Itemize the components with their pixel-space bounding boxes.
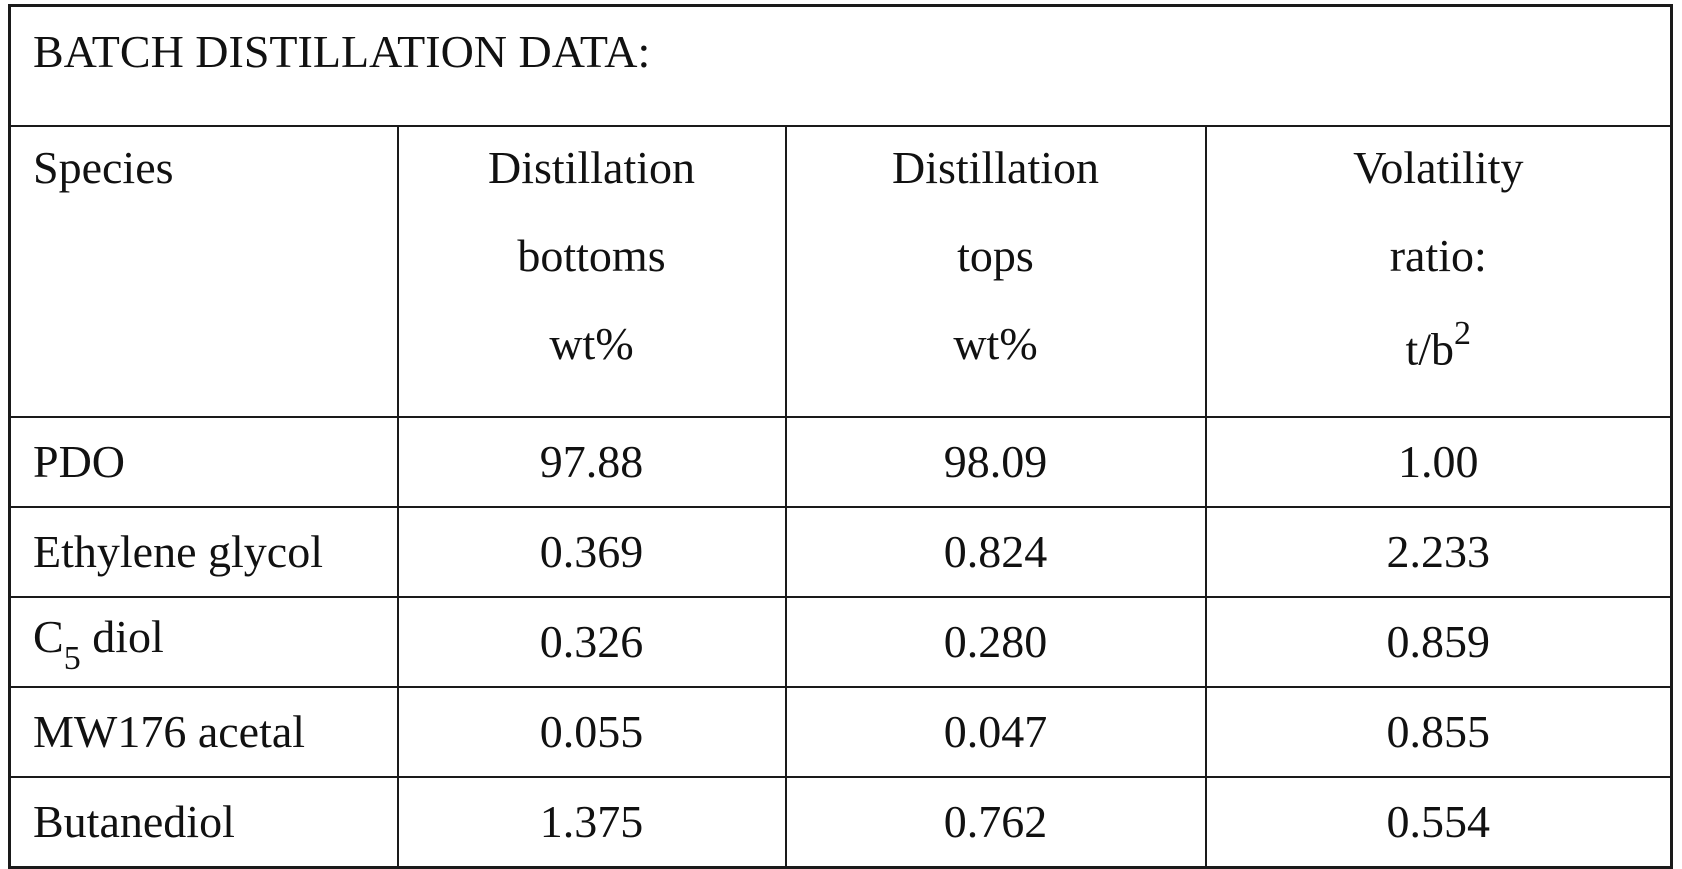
cell-bottoms: 0.055 xyxy=(398,687,786,777)
species-suffix: diol xyxy=(81,611,164,662)
cell-bottoms: 1.375 xyxy=(398,777,786,868)
header-species: Species xyxy=(10,126,398,417)
cell-bottoms: 0.326 xyxy=(398,597,786,687)
cell-bottoms: 0.369 xyxy=(398,507,786,597)
header-tops: Distillation tops wt% xyxy=(786,126,1206,417)
header-volatility-line-3: t/b2 xyxy=(1207,321,1671,409)
species-subscript: 5 xyxy=(64,640,81,677)
header-tops-line-1: Distillation xyxy=(787,145,1205,233)
header-bottoms-line-3: wt% xyxy=(399,321,785,409)
cell-tops: 0.824 xyxy=(786,507,1206,597)
header-bottoms-line-1: Distillation xyxy=(399,145,785,233)
cell-tops: 98.09 xyxy=(786,417,1206,507)
cell-ratio: 1.00 xyxy=(1206,417,1672,507)
header-volatility-line-2: ratio: xyxy=(1207,233,1671,321)
cell-tops: 0.047 xyxy=(786,687,1206,777)
batch-distillation-table: BATCH DISTILLATION DATA: Species Distill… xyxy=(8,4,1673,869)
header-volatility-line-1: Volatility xyxy=(1207,145,1671,233)
cell-bottoms: 97.88 xyxy=(398,417,786,507)
cell-species: MW176 acetal xyxy=(10,687,398,777)
table-header-row: Species Distillation bottoms wt% Distill… xyxy=(10,126,1672,417)
table-row: MW176 acetal 0.055 0.047 0.855 xyxy=(10,687,1672,777)
cell-species: C5 diol xyxy=(10,597,398,687)
table-row: PDO 97.88 98.09 1.00 xyxy=(10,417,1672,507)
cell-ratio: 2.233 xyxy=(1206,507,1672,597)
header-bottoms-line-2: bottoms xyxy=(399,233,785,321)
cell-tops: 0.280 xyxy=(786,597,1206,687)
table-row: C5 diol 0.326 0.280 0.859 xyxy=(10,597,1672,687)
cell-ratio: 0.859 xyxy=(1206,597,1672,687)
cell-species: Ethylene glycol xyxy=(10,507,398,597)
header-species-line-1: Species xyxy=(33,145,397,233)
cell-tops: 0.762 xyxy=(786,777,1206,868)
table-row: Butanediol 1.375 0.762 0.554 xyxy=(10,777,1672,868)
header-bottoms: Distillation bottoms wt% xyxy=(398,126,786,417)
species-prefix: C xyxy=(33,611,64,662)
header-tops-line-3: wt% xyxy=(787,321,1205,409)
table-title-row: BATCH DISTILLATION DATA: xyxy=(10,6,1672,127)
cell-species: Butanediol xyxy=(10,777,398,868)
header-volatility: Volatility ratio: t/b2 xyxy=(1206,126,1672,417)
cell-ratio: 0.554 xyxy=(1206,777,1672,868)
table-title: BATCH DISTILLATION DATA: xyxy=(10,6,1672,127)
cell-ratio: 0.855 xyxy=(1206,687,1672,777)
header-tops-line-2: tops xyxy=(787,233,1205,321)
cell-species: PDO xyxy=(10,417,398,507)
header-volatility-formula: t/b xyxy=(1405,323,1454,374)
header-volatility-superscript: 2 xyxy=(1454,315,1471,352)
table-row: Ethylene glycol 0.369 0.824 2.233 xyxy=(10,507,1672,597)
